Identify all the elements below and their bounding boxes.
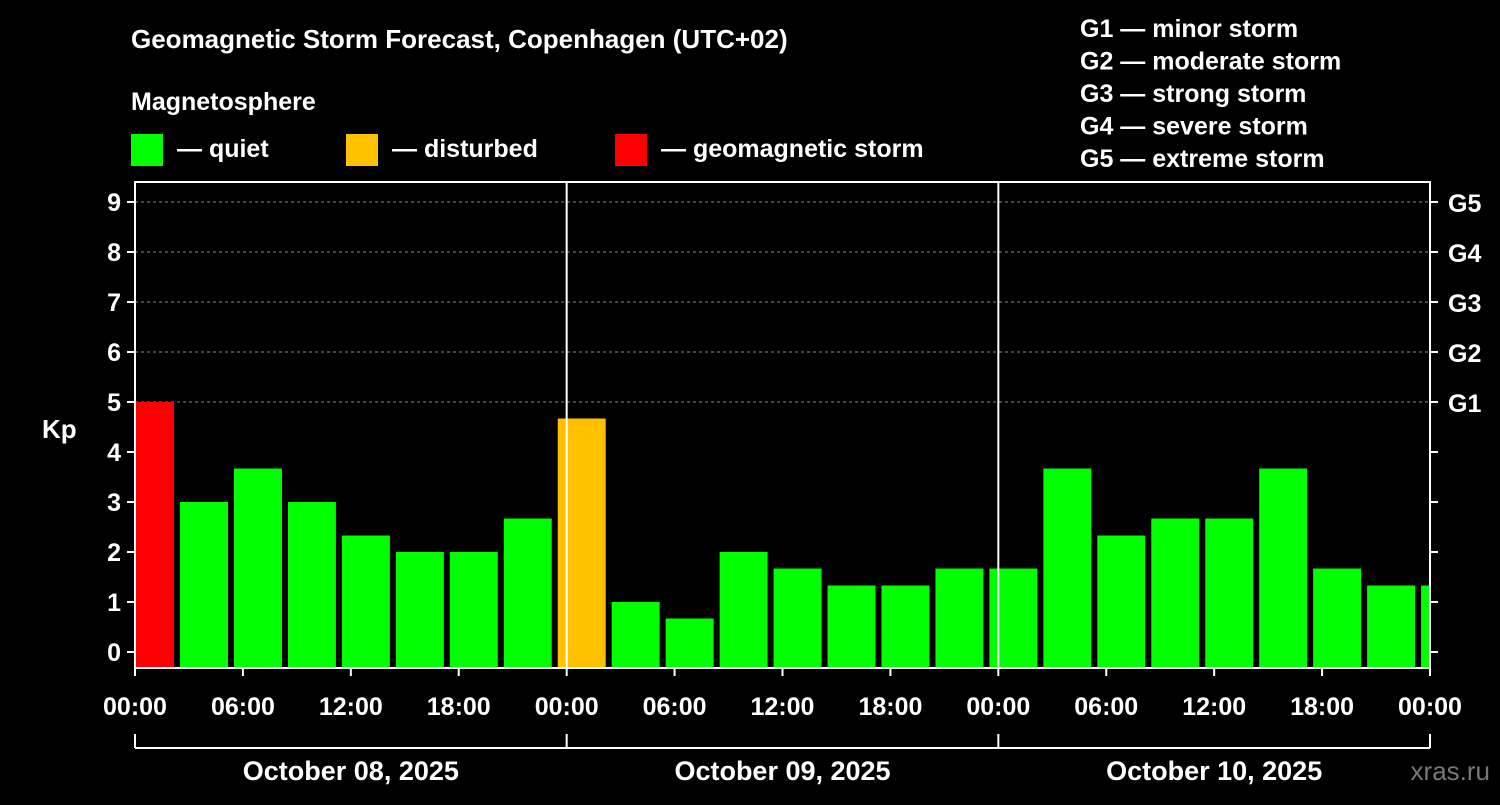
y-axis-label: Kp xyxy=(42,414,77,444)
y-tick-label: 9 xyxy=(107,189,121,217)
bar xyxy=(1097,535,1146,668)
y-tick-label: 5 xyxy=(107,389,121,417)
date-label: October 10, 2025 xyxy=(1106,756,1322,786)
bar xyxy=(665,618,714,668)
bar xyxy=(1367,585,1416,668)
y-tick-label: 0 xyxy=(107,639,121,667)
chart-title: Geomagnetic Storm Forecast, Copenhagen (… xyxy=(131,24,788,54)
legend-swatch-storm xyxy=(615,134,647,166)
bar xyxy=(1043,468,1092,668)
bar xyxy=(1313,568,1362,668)
x-tick-label: 00:00 xyxy=(535,693,599,721)
bar xyxy=(719,552,768,668)
watermark: xras.ru xyxy=(1411,756,1490,786)
y-tick-label: 3 xyxy=(107,489,121,517)
storm-level-label: G4 xyxy=(1448,240,1481,268)
storm-scale-item: G2 — moderate storm xyxy=(1080,48,1341,76)
bar xyxy=(827,585,876,668)
bar xyxy=(773,568,822,668)
bar xyxy=(449,552,498,668)
axes: 0 1 2 3 4 5 6 7 8 9 G1 G2 G3 G4 G5 00:00 06:00 12:00 18:00… xyxy=(103,181,1481,786)
y-tick-label: 8 xyxy=(107,239,121,267)
storm-scale-item: G3 — strong storm xyxy=(1080,80,1306,108)
storm-level-label: G5 xyxy=(1448,190,1481,218)
x-tick-label: 18:00 xyxy=(1290,693,1354,721)
bar xyxy=(287,502,336,668)
bar xyxy=(557,418,606,668)
x-tick-label: 12:00 xyxy=(319,693,383,721)
gridlines xyxy=(135,201,1430,403)
x-tick-label: 06:00 xyxy=(211,693,275,721)
x-tick-label: 12:00 xyxy=(751,693,815,721)
bar xyxy=(135,402,175,668)
bar xyxy=(1259,468,1308,668)
bar xyxy=(1421,585,1430,668)
bars xyxy=(135,402,1430,668)
y-tick-label: 4 xyxy=(107,439,121,467)
x-tick-label: 00:00 xyxy=(966,693,1030,721)
storm-level-label: G1 xyxy=(1448,390,1481,418)
legend-swatch-disturbed xyxy=(346,134,378,166)
storm-scale-item: G1 — minor storm xyxy=(1080,15,1298,43)
date-label: October 09, 2025 xyxy=(674,756,890,786)
x-tick-label: 00:00 xyxy=(103,693,167,721)
legend-label-disturbed: — disturbed xyxy=(392,135,538,163)
legend-swatch-quiet xyxy=(131,134,163,166)
bar xyxy=(989,568,1038,668)
date-label: October 08, 2025 xyxy=(243,756,459,786)
storm-scale-legend: G1 — minor storm G2 — moderate storm G3 — … xyxy=(1080,15,1341,173)
storm-level-label: G2 xyxy=(1448,340,1481,368)
x-tick-label: 06:00 xyxy=(643,693,707,721)
storm-scale-item: G5 — extreme storm xyxy=(1080,145,1325,173)
legend-label-quiet: — quiet xyxy=(177,135,269,163)
bar xyxy=(935,568,984,668)
storm-scale-item: G4 — severe storm xyxy=(1080,113,1308,141)
legend: — quiet — disturbed — geomagnetic storm xyxy=(131,134,924,166)
bar xyxy=(341,535,390,668)
bar xyxy=(395,552,444,668)
x-tick-label: 06:00 xyxy=(1074,693,1138,721)
x-tick-label: 18:00 xyxy=(427,693,491,721)
y-tick-label: 6 xyxy=(107,339,121,367)
bar xyxy=(1151,518,1200,668)
bar xyxy=(1205,518,1254,668)
bar xyxy=(233,468,282,668)
x-tick-label: 18:00 xyxy=(858,693,922,721)
bar xyxy=(881,585,930,668)
y-tick-label: 2 xyxy=(107,539,121,567)
y-tick-label: 1 xyxy=(107,589,121,617)
bar xyxy=(611,602,660,668)
storm-level-label: G3 xyxy=(1448,290,1481,318)
x-tick-label: 12:00 xyxy=(1182,693,1246,721)
bar xyxy=(503,518,552,668)
x-tick-label: 00:00 xyxy=(1398,693,1462,721)
y-tick-label: 7 xyxy=(107,289,121,317)
legend-title: Magnetosphere xyxy=(131,88,316,116)
bar xyxy=(180,502,228,668)
legend-label-storm: — geomagnetic storm xyxy=(661,135,924,163)
